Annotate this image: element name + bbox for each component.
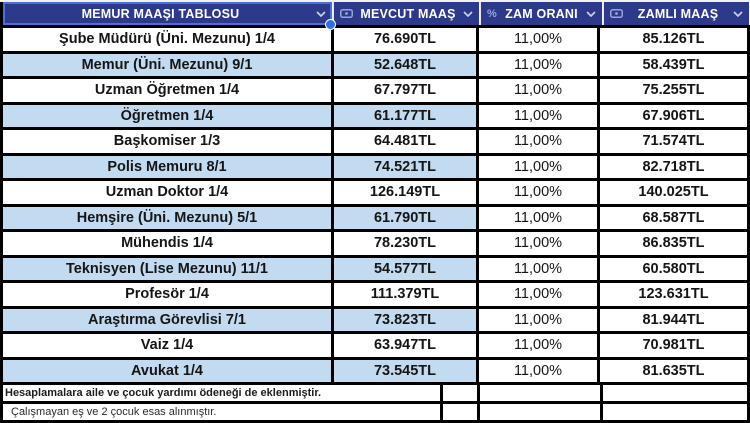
raised-salary-cell[interactable]: 60.580TL [600, 257, 747, 280]
job-title-cell[interactable]: Öğretmen 1/4 [3, 104, 334, 127]
raise-rate-cell[interactable]: 11,00% [479, 53, 600, 76]
footnote-row: Çalışmayan eş ve 2 çocuk esas alınmıştır… [0, 404, 750, 423]
raise-rate-cell[interactable]: 11,00% [479, 232, 600, 255]
raise-rate-cell[interactable]: 11,00% [479, 155, 600, 178]
raise-rate-cell[interactable]: 11,00% [479, 181, 600, 204]
raised-salary-cell[interactable]: 140.025TL [600, 181, 747, 204]
current-salary-cell[interactable]: 67.797TL [334, 79, 479, 102]
raised-salary-cell[interactable]: 123.631TL [600, 283, 747, 306]
job-title-cell[interactable]: Araştırma Görevlisi 7/1 [3, 308, 334, 331]
column-header-raised-label: ZAMLI MAAŞ [637, 6, 719, 21]
job-title-cell[interactable]: Başkomiser 1/3 [3, 130, 334, 153]
raised-salary-cell[interactable]: 68.587TL [600, 206, 747, 229]
raised-salary-cell[interactable]: 70.981TL [600, 334, 747, 357]
current-salary-cell[interactable]: 126.149TL [334, 181, 479, 204]
job-title-cell[interactable]: Uzman Öğretmen 1/4 [3, 79, 334, 102]
table-row: Öğretmen 1/4 61.177TL 11,00% 67.906TL [3, 104, 747, 130]
job-title-cell[interactable]: Teknisyen (Lise Mezunu) 11/1 [3, 257, 334, 280]
raised-salary-cell[interactable]: 67.906TL [600, 104, 747, 127]
current-salary-cell[interactable]: 76.690TL [334, 28, 479, 51]
raised-salary-cell[interactable]: 86.835TL [600, 232, 747, 255]
job-title-cell[interactable]: Uzman Doktor 1/4 [3, 181, 334, 204]
column-header-current-salary[interactable]: MEVCUT MAAŞ [333, 2, 479, 25]
job-title-cell[interactable]: Şube Müdürü (Üni. Mezunu) 1/4 [3, 28, 334, 51]
raise-rate-cell[interactable]: 11,00% [479, 104, 600, 127]
table-row: Polis Memuru 8/1 74.521TL 11,00% 82.718T… [3, 155, 747, 181]
current-salary-cell[interactable]: 78.230TL [334, 232, 479, 255]
job-title-cell[interactable]: Avukat 1/4 [3, 359, 334, 382]
column-header-raise-rate[interactable]: % ZAM ORANI [480, 2, 602, 25]
job-title-cell[interactable]: Vaiz 1/4 [3, 334, 334, 357]
raised-salary-cell[interactable]: 85.126TL [600, 28, 747, 51]
raised-salary-cell[interactable]: 81.944TL [600, 308, 747, 331]
footnote-text-cell[interactable]: Hesaplamalara aile ve çocuk yardımı öden… [3, 385, 443, 401]
current-salary-cell[interactable]: 73.823TL [334, 308, 479, 331]
table-row: Mühendis 1/4 78.230TL 11,00% 86.835TL [3, 232, 747, 258]
raised-salary-cell[interactable]: 75.255TL [600, 79, 747, 102]
job-title-cell[interactable]: Memur (Üni. Mezunu) 9/1 [3, 53, 334, 76]
table-header-row: MEMUR MAAŞI TABLOSU MEVCUT MAAŞ % ZAM OR… [0, 0, 750, 30]
table-row: Başkomiser 1/3 64.481TL 11,00% 71.574TL [3, 130, 747, 156]
job-title-cell[interactable]: Polis Memuru 8/1 [3, 155, 334, 178]
raise-rate-cell[interactable]: 11,00% [479, 130, 600, 153]
column-header-title[interactable]: MEMUR MAAŞI TABLOSU [0, 2, 336, 30]
raise-rate-cell[interactable]: 11,00% [479, 206, 600, 229]
raised-salary-cell[interactable]: 58.439TL [600, 53, 747, 76]
current-salary-cell[interactable]: 63.947TL [334, 334, 479, 357]
table-row: Vaiz 1/4 63.947TL 11,00% 70.981TL [3, 334, 747, 360]
table-row: Uzman Doktor 1/4 126.149TL 11,00% 140.02… [3, 181, 747, 207]
raise-rate-cell[interactable]: 11,00% [479, 79, 600, 102]
table-row: Hemşire (Üni. Mezunu) 5/1 61.790TL 11,00… [3, 206, 747, 232]
raise-rate-cell[interactable]: 11,00% [479, 334, 600, 357]
raise-rate-cell[interactable]: 11,00% [479, 257, 600, 280]
current-salary-cell[interactable]: 52.648TL [334, 53, 479, 76]
table-row: Araştırma Görevlisi 7/1 73.823TL 11,00% … [3, 308, 747, 334]
table-row: Şube Müdürü (Üni. Mezunu) 1/4 76.690TL 1… [3, 28, 747, 54]
selection-handle[interactable] [325, 19, 336, 30]
table-row: Teknisyen (Lise Mezunu) 11/1 54.577TL 11… [3, 257, 747, 283]
empty-cell[interactable] [443, 404, 480, 420]
banknote-icon [340, 9, 353, 18]
footnote-text-cell[interactable]: Çalışmayan eş ve 2 çocuk esas alınmıştır… [3, 404, 443, 420]
current-salary-cell[interactable]: 54.577TL [334, 257, 479, 280]
column-header-title-label: MEMUR MAAŞI TABLOSU [81, 6, 240, 21]
current-salary-cell[interactable]: 64.481TL [334, 130, 479, 153]
raise-rate-cell[interactable]: 11,00% [479, 308, 600, 331]
current-salary-cell[interactable]: 61.177TL [334, 104, 479, 127]
empty-cell[interactable] [480, 385, 603, 401]
current-salary-cell[interactable]: 74.521TL [334, 155, 479, 178]
raised-salary-cell[interactable]: 81.635TL [600, 359, 747, 382]
job-title-cell[interactable]: Profesör 1/4 [3, 283, 334, 306]
chevron-down-icon[interactable] [316, 10, 326, 17]
empty-cell[interactable] [443, 385, 480, 401]
chevron-down-icon[interactable] [586, 10, 596, 17]
table-row: Avukat 1/4 73.545TL 11,00% 81.635TL [3, 359, 747, 382]
percent-icon: % [487, 7, 497, 20]
job-title-cell[interactable]: Hemşire (Üni. Mezunu) 5/1 [3, 206, 334, 229]
chevron-down-icon[interactable] [733, 10, 743, 17]
raise-rate-cell[interactable]: 11,00% [479, 359, 600, 382]
column-header-raised-salary[interactable]: ZAMLI MAAŞ [603, 2, 749, 25]
raised-salary-cell[interactable]: 82.718TL [600, 155, 747, 178]
chevron-down-icon[interactable] [463, 10, 473, 17]
raise-rate-cell[interactable]: 11,00% [479, 283, 600, 306]
table-body: Şube Müdürü (Üni. Mezunu) 1/4 76.690TL 1… [0, 25, 750, 385]
empty-cell[interactable] [480, 404, 603, 420]
current-salary-cell[interactable]: 61.790TL [334, 206, 479, 229]
column-header-current-label: MEVCUT MAAŞ [360, 6, 456, 21]
table-row: Uzman Öğretmen 1/4 67.797TL 11,00% 75.25… [3, 79, 747, 105]
column-header-rate-label: ZAM ORANI [505, 6, 578, 21]
table-row: Memur (Üni. Mezunu) 9/1 52.648TL 11,00% … [3, 53, 747, 79]
current-salary-cell[interactable]: 73.545TL [334, 359, 479, 382]
job-title-cell[interactable]: Mühendis 1/4 [3, 232, 334, 255]
current-salary-cell[interactable]: 111.379TL [334, 283, 479, 306]
banknote-icon [610, 9, 623, 18]
table-row: Profesör 1/4 111.379TL 11,00% 123.631TL [3, 283, 747, 309]
raised-salary-cell[interactable]: 71.574TL [600, 130, 747, 153]
empty-cell[interactable] [603, 385, 747, 401]
footnote-row: Hesaplamalara aile ve çocuk yardımı öden… [0, 385, 750, 404]
raise-rate-cell[interactable]: 11,00% [479, 28, 600, 51]
empty-cell[interactable] [603, 404, 747, 420]
